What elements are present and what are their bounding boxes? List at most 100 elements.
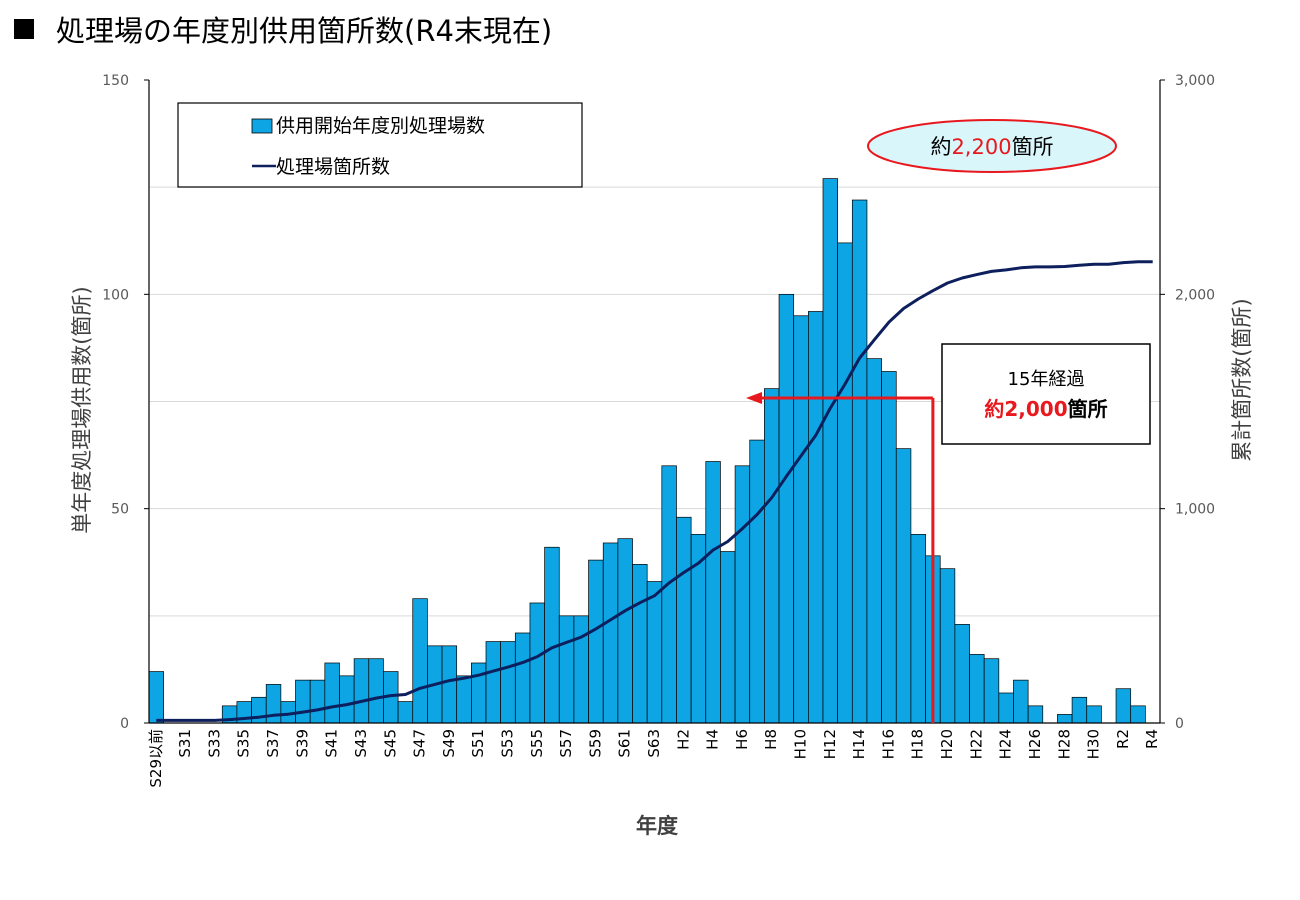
bar-H2: [676, 516, 692, 724]
bar-R3: [1130, 705, 1146, 724]
legend-bar-label: 供用開始年度別処理場数: [276, 115, 485, 137]
marker-arrow-head: [746, 392, 762, 404]
x-tick-label-H26: H26: [1026, 729, 1044, 759]
elapsed-marker: [746, 392, 935, 723]
bar-H18: [910, 534, 926, 724]
bar-S53: [500, 641, 516, 724]
x-tick-label-H4: H4: [704, 729, 722, 750]
page-title-text: 処理場の年度別供用箇所数(R4末現在): [56, 14, 553, 48]
total-annotation: 約2,200箇所: [867, 119, 1117, 173]
x-tick-label-H20: H20: [938, 729, 956, 759]
elapsed-annotation: 15年経過 約2,000箇所: [941, 343, 1151, 445]
bar-S62: [632, 564, 648, 724]
bar-H4: [705, 461, 721, 724]
x-axis-ticks: S29以前 S31 S33 S35 S37 S39 S41 S43 S45 S47 S49 S51 S5…: [147, 729, 1161, 788]
elapsed-line2: 約2,000箇所: [984, 397, 1107, 421]
x-tick-label-S45: S45: [381, 729, 399, 758]
bar-S46: [397, 701, 414, 724]
x-tick-label-S47: S47: [411, 729, 429, 758]
x-tick-label-H12: H12: [821, 729, 839, 759]
bar-H23: [983, 658, 1000, 724]
square-bullet-icon: [14, 19, 34, 39]
x-tick-label-S51: S51: [469, 729, 487, 758]
bar-H1: [661, 465, 677, 724]
legend: 供用開始年度別処理場数 処理場箇所数: [177, 102, 583, 188]
x-tick-label-R4: R4: [1143, 729, 1161, 749]
x-tick-label-H16: H16: [879, 729, 897, 759]
x-tick-label-S59: S59: [586, 729, 604, 758]
x-axis-title: 年度: [636, 814, 678, 838]
total-ellipse: [867, 119, 1117, 173]
bar-H26: [1027, 705, 1044, 724]
bar-H29: [1071, 696, 1088, 724]
y-axis-left-ticks: 0 50 100 150: [102, 73, 149, 732]
x-tick-label-H22: H22: [967, 729, 985, 759]
bar-S49: [441, 645, 458, 724]
y-axis-right-title: 累計箇所数(箇所): [1230, 298, 1254, 461]
x-tick-label-H8: H8: [762, 729, 780, 750]
y-left-tick-label: 150: [102, 73, 129, 89]
y-right-tick-label: 1,000: [1175, 502, 1215, 518]
x-tick-label-H28: H28: [1055, 729, 1073, 759]
x-tick-label-H18: H18: [909, 729, 927, 759]
x-tick-label-S53: S53: [499, 729, 517, 758]
bar-R2: [1115, 688, 1132, 724]
bar-S52: [485, 641, 502, 724]
bar-H14: [851, 199, 868, 724]
bar-H11: [807, 311, 824, 724]
y-axis-right-ticks: 0 1,000 2,000 3,000: [1160, 73, 1215, 732]
bar-S47: [412, 598, 428, 724]
bar-S39: [295, 679, 311, 724]
bar-S41: [324, 662, 340, 724]
x-tick-label-S57: S57: [557, 729, 575, 758]
bar-S57: [558, 615, 575, 724]
x-tick-label-H2: H2: [674, 729, 692, 750]
elapsed-prefix: 約: [984, 397, 1004, 421]
bar-S60: [602, 542, 619, 724]
x-tick-label-S61: S61: [616, 729, 634, 758]
x-tick-label-H24: H24: [997, 729, 1015, 759]
total-text: 約2,200箇所: [930, 135, 1053, 159]
y-left-tick-label: 50: [111, 502, 129, 518]
bar-S56: [544, 546, 560, 724]
x-tick-label-H30: H30: [1085, 729, 1103, 759]
bar-H6: [734, 465, 751, 724]
bar-S29以前: [148, 671, 165, 724]
bar-H5: [720, 551, 736, 724]
plot-frame: [148, 80, 1161, 724]
bar-series: [148, 178, 1146, 724]
bar-S44: [368, 658, 384, 724]
bar-H15: [866, 358, 882, 724]
x-tick-label-S39: S39: [293, 729, 311, 758]
x-tick-label-S37: S37: [264, 729, 282, 758]
bar-H20: [939, 568, 956, 724]
x-tick-label-S55: S55: [528, 729, 546, 758]
elapsed-value: 2,000: [1004, 397, 1067, 421]
elapsed-box: [941, 343, 1151, 445]
bar-S59: [588, 559, 604, 724]
bar-H28: [1057, 714, 1073, 724]
y-left-tick-label: 100: [102, 287, 129, 303]
y-left-tick-label: 0: [120, 716, 129, 732]
bar-S50: [456, 675, 472, 724]
page-title: 処理場の年度別供用箇所数(R4末現在): [14, 8, 552, 50]
y-right-tick-label: 2,000: [1175, 287, 1215, 303]
bar-S61: [617, 538, 633, 724]
bar-H13: [837, 242, 853, 724]
total-prefix: 約: [930, 135, 951, 159]
bar-H7: [749, 439, 765, 724]
bar-S43: [353, 658, 370, 724]
bar-H30: [1086, 705, 1102, 724]
x-tick-label-S41: S41: [323, 729, 341, 758]
bar-S55: [529, 602, 545, 724]
total-suffix: 箇所: [1012, 135, 1054, 159]
bar-S54: [514, 632, 531, 724]
legend-box: [177, 102, 583, 188]
x-tick-label-S35: S35: [235, 729, 253, 758]
x-tick-label-H14: H14: [850, 729, 868, 759]
legend-line-label: 処理場箇所数: [276, 156, 390, 178]
y-right-tick-label: 0: [1175, 716, 1184, 732]
x-tick-label-S49: S49: [440, 729, 458, 758]
x-tick-label-S33: S33: [205, 729, 223, 758]
